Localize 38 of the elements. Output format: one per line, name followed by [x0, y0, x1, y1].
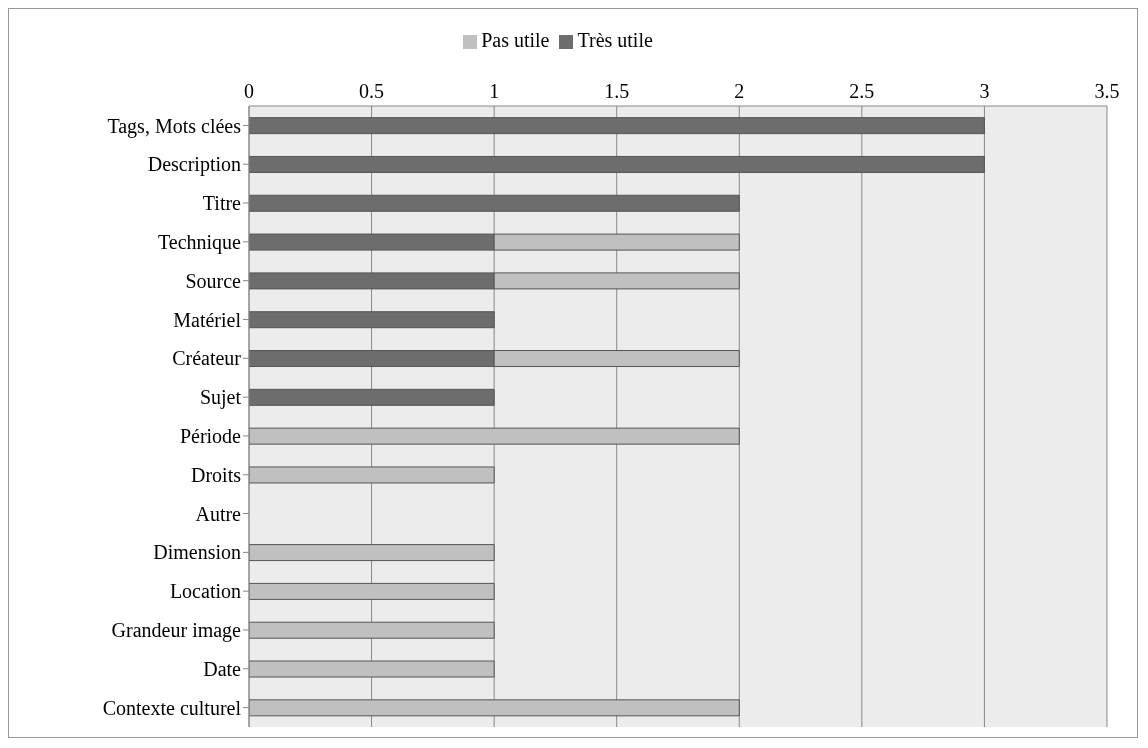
legend-label: Pas utile: [481, 29, 550, 51]
x-tick-label: 2: [734, 80, 745, 102]
bar: [249, 660, 495, 678]
y-tick-label: Droits: [191, 463, 242, 486]
y-tick-label: Source: [185, 269, 242, 292]
bar: [249, 427, 740, 445]
bar: [249, 544, 495, 562]
bar: [249, 582, 495, 600]
bar: [249, 311, 495, 329]
y-tick-label: Autre: [195, 502, 242, 525]
bar: [249, 117, 985, 135]
x-tick-label: 0: [244, 80, 254, 102]
y-tick-label: Technique: [157, 230, 242, 254]
y-tick-label: Contexte culturel: [102, 696, 242, 719]
bar: [249, 388, 495, 406]
y-tick-label: Sujet: [199, 386, 242, 410]
y-tick-label: Matériel: [173, 308, 242, 331]
x-tick-label: 3.5: [1094, 80, 1120, 102]
legend-label: Très utile: [577, 29, 653, 51]
y-tick-label: Dimension: [153, 541, 241, 564]
x-tick-label: 1: [489, 80, 500, 102]
bar: [249, 621, 495, 639]
x-tick-label: 0.5: [359, 80, 385, 102]
x-tick-label: 2.5: [849, 80, 875, 102]
x-tick-label: 1.5: [604, 80, 630, 102]
bar: [249, 699, 740, 717]
y-tick-label: Créateur: [172, 347, 242, 370]
y-tick-label: Description: [147, 153, 241, 177]
y-tick-label: Grandeur image: [111, 619, 242, 643]
y-tick-label: Date: [203, 657, 242, 680]
bar: [249, 194, 740, 212]
y-tick-label: Tags, Mots clées: [107, 114, 242, 138]
bar: [249, 155, 985, 173]
x-tick-label: 3: [979, 80, 990, 102]
y-tick-label: Location: [169, 580, 241, 603]
y-tick-label: Période: [179, 425, 242, 448]
bar: [249, 466, 495, 484]
y-tick-label: Titre: [202, 192, 242, 215]
